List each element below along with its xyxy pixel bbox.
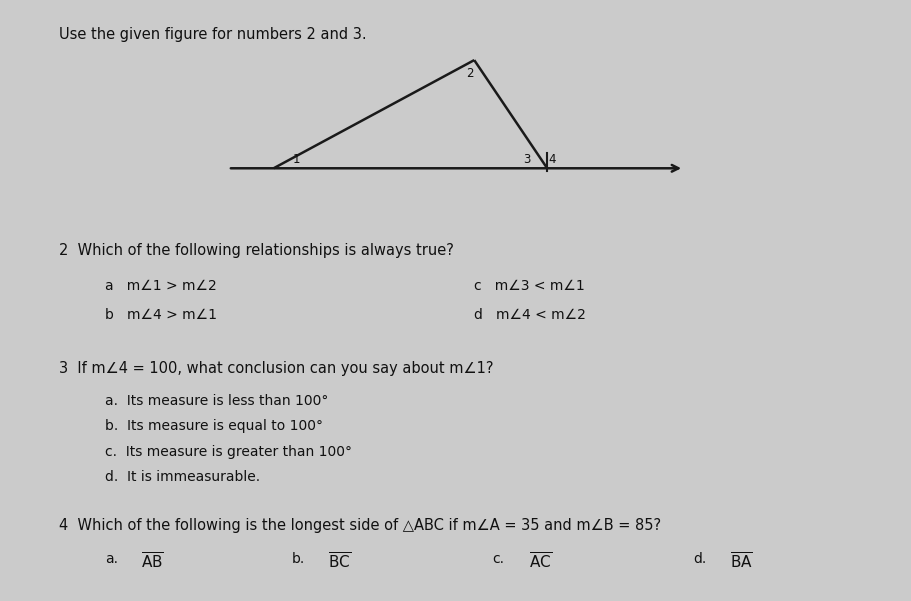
Text: d.: d. (692, 552, 706, 566)
Text: c   m∠3 < m∠1: c m∠3 < m∠1 (474, 279, 584, 293)
Text: 1: 1 (292, 153, 300, 166)
Text: a   m∠1 > m∠2: a m∠1 > m∠2 (105, 279, 217, 293)
Text: $\overline{\mathsf{AB}}$: $\overline{\mathsf{AB}}$ (141, 552, 164, 572)
Text: b.  Its measure is equal to 100°: b. Its measure is equal to 100° (105, 419, 322, 433)
Text: 3  If m∠4 = 100, what conclusion can you say about m∠1?: 3 If m∠4 = 100, what conclusion can you … (59, 361, 493, 376)
Text: $\overline{\mathsf{BA}}$: $\overline{\mathsf{BA}}$ (729, 552, 752, 572)
Text: $\overline{\mathsf{BC}}$: $\overline{\mathsf{BC}}$ (328, 552, 351, 572)
Text: a.: a. (105, 552, 118, 566)
Text: 4: 4 (548, 153, 555, 166)
Text: d   m∠4 < m∠2: d m∠4 < m∠2 (474, 308, 586, 322)
Text: Use the given figure for numbers 2 and 3.: Use the given figure for numbers 2 and 3… (59, 27, 366, 42)
Text: 2  Which of the following relationships is always true?: 2 Which of the following relationships i… (59, 243, 454, 258)
Text: 2: 2 (466, 67, 473, 80)
Text: a.  Its measure is less than 100°: a. Its measure is less than 100° (105, 394, 328, 408)
Text: b   m∠4 > m∠1: b m∠4 > m∠1 (105, 308, 217, 322)
Text: 4  Which of the following is the longest side of △ABC if m∠A = 35 and m∠B = 85?: 4 Which of the following is the longest … (59, 518, 660, 533)
Text: b.: b. (292, 552, 305, 566)
Text: 3: 3 (523, 153, 530, 166)
Text: c.  Its measure is greater than 100°: c. Its measure is greater than 100° (105, 445, 352, 459)
Text: c.: c. (492, 552, 504, 566)
Text: $\overline{\mathsf{AC}}$: $\overline{\mathsf{AC}}$ (528, 552, 551, 572)
Text: d.  It is immeasurable.: d. It is immeasurable. (105, 470, 260, 484)
